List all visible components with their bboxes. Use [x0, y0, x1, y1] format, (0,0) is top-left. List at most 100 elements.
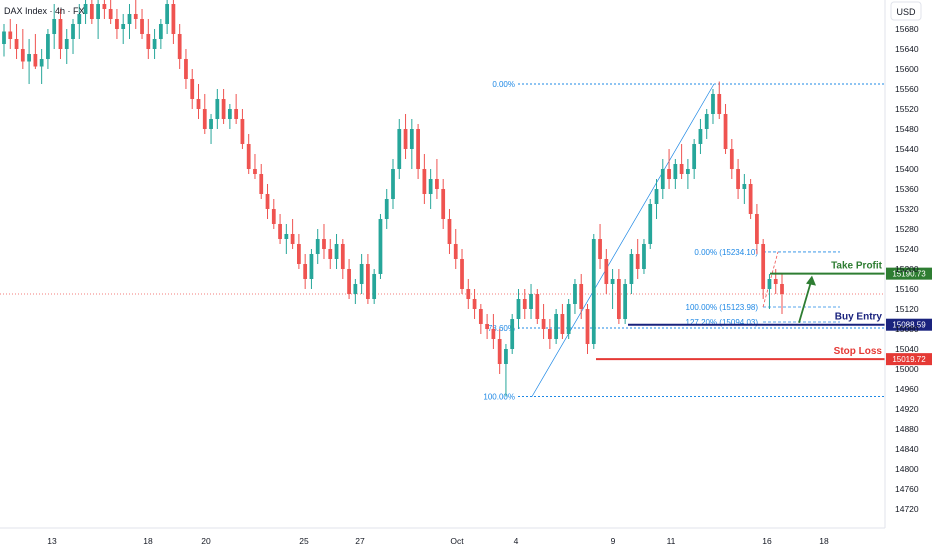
candle-body [485, 324, 489, 329]
candle-body [303, 264, 308, 279]
candle-body [52, 19, 57, 34]
candle-body [315, 239, 320, 254]
candle-body [27, 54, 31, 62]
candle-body [2, 31, 6, 44]
candle-body [497, 339, 502, 364]
candle-body [686, 169, 690, 174]
candle-body [33, 54, 38, 67]
candle-body [748, 184, 753, 214]
candle-body [692, 144, 697, 169]
candle-body [366, 264, 370, 299]
candle-body [654, 189, 659, 204]
candle-body [140, 19, 144, 34]
candle-body [165, 4, 170, 24]
candle-body [83, 4, 88, 14]
y-tick-label: 15160 [895, 284, 919, 294]
candle-body [409, 129, 414, 149]
y-tick-label: 15680 [895, 24, 919, 34]
y-tick-label: 15560 [895, 84, 919, 94]
currency-label: USD [896, 7, 916, 17]
candle-body [209, 119, 213, 129]
candle-body [610, 279, 615, 284]
candle-body [491, 329, 496, 339]
candle-body [253, 169, 257, 174]
candle-body [221, 99, 226, 119]
candle-body [215, 99, 220, 119]
candle-body [278, 224, 282, 239]
candle-body [667, 169, 671, 179]
y-tick-label: 15080 [895, 324, 919, 334]
candle-body [190, 79, 195, 99]
candle-body [460, 259, 464, 289]
x-tick-label: 11 [667, 536, 676, 546]
y-tick-label: 14720 [895, 504, 919, 514]
candle-body [711, 94, 715, 114]
y-tick-label: 14760 [895, 484, 919, 494]
candle-body [573, 284, 577, 304]
y-tick-label: 14800 [895, 464, 919, 474]
fib-right-label: 100.00% (15123.98) [686, 303, 759, 312]
y-tick-label: 15360 [895, 184, 919, 194]
candle-body [510, 319, 515, 349]
candle-body [554, 314, 559, 339]
candle-body [591, 239, 596, 344]
candle-body [422, 169, 427, 194]
candle-body [598, 239, 602, 259]
candle-body [340, 244, 345, 269]
candle-body [378, 219, 383, 274]
level-price-label: 15019.72 [892, 355, 926, 364]
candle-body [347, 269, 351, 294]
fib-right-trend [762, 251, 779, 308]
candle-body [334, 244, 339, 259]
candle-body [704, 114, 709, 129]
candle-body [642, 244, 646, 269]
candle-body [648, 204, 653, 244]
fib-left-label: 100.00% [483, 393, 515, 402]
candle-body [227, 109, 232, 119]
fib-right-label: 127.20% (15094.03) [686, 318, 759, 327]
target-arrow-head [806, 275, 816, 286]
x-tick-label: 4 [514, 536, 519, 546]
candle-body [629, 254, 634, 284]
candle-body [585, 309, 590, 344]
y-tick-label: 15200 [895, 264, 919, 274]
candle-body [71, 24, 75, 39]
candle-body [742, 184, 747, 189]
x-tick-label: 9 [611, 536, 616, 546]
candle-body [504, 349, 508, 364]
candle-body [453, 244, 458, 259]
x-tick-label: 13 [47, 536, 57, 546]
candle-body [108, 9, 113, 19]
candle-body [736, 169, 740, 189]
candle-body [723, 114, 728, 149]
candle-body [516, 299, 521, 319]
candle-body [529, 294, 533, 309]
currency-button[interactable] [890, 1, 922, 21]
level-label: Buy Entry [835, 312, 883, 323]
y-tick-label: 15320 [895, 204, 919, 214]
candle-body [441, 189, 446, 219]
y-tick-label: 15000 [895, 364, 919, 374]
candle-body [773, 279, 778, 284]
level-price-tag [886, 267, 932, 280]
candle-body [196, 99, 201, 109]
candle-body [158, 24, 163, 39]
fib-left-label: 0.00% [492, 80, 515, 89]
time-axis: 13 18 20 25 27 Oct 4 9 11 16 18 [47, 536, 829, 546]
candle-body [397, 129, 402, 169]
y-tick-label: 15480 [895, 124, 919, 134]
y-tick-label: 14960 [895, 384, 919, 394]
candle-body [717, 94, 722, 114]
candle-body [679, 164, 684, 174]
y-tick-label: 15600 [895, 64, 919, 74]
candle-body [259, 174, 264, 194]
level-price-label: 15088.59 [892, 321, 926, 330]
candle-body [271, 209, 276, 224]
candle-body [133, 14, 138, 19]
candle-body [755, 214, 759, 244]
candle-body [372, 274, 377, 299]
level-label: Take Profit [831, 261, 883, 272]
candle-body [297, 244, 301, 264]
x-tick-label: 25 [299, 536, 309, 546]
